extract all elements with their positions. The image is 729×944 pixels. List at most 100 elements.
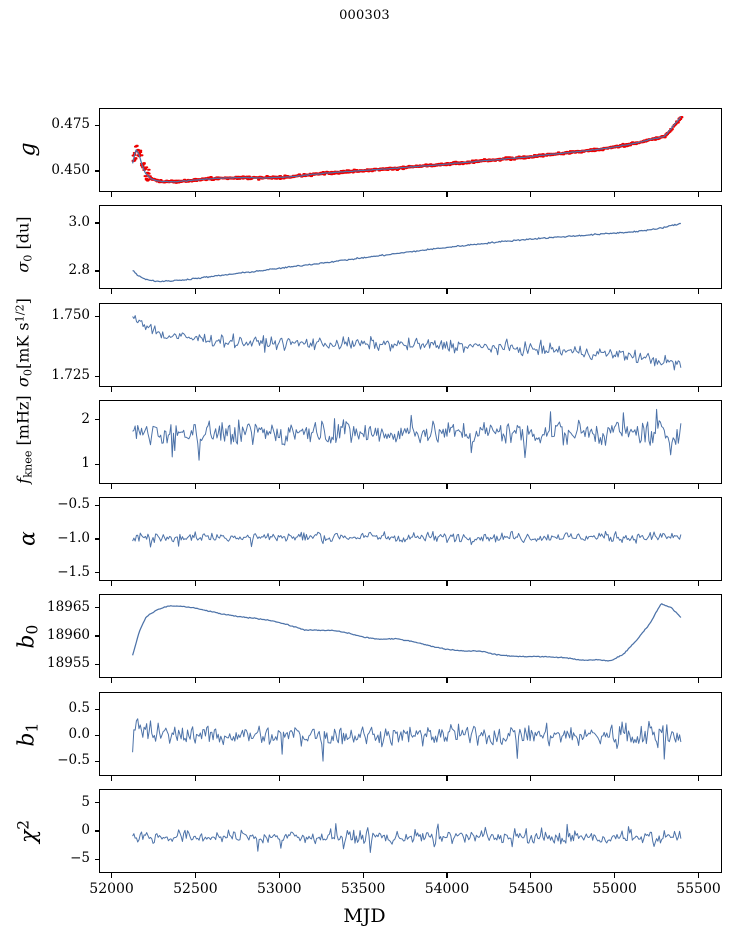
y-tick-label-b0-1: 18960 <box>47 627 90 643</box>
plot-area-gain <box>131 115 684 184</box>
x-tick-mark-panel2-5 <box>530 387 532 392</box>
y-tick-mark-alpha-0 <box>94 572 99 574</box>
y-tick-mark-gain-0 <box>94 170 99 172</box>
x-tick-mark-panel2-7 <box>697 387 700 392</box>
y-tick-label-chi2-0: −5 <box>70 850 90 867</box>
y-tick-label-b0-2: 18965 <box>47 598 90 615</box>
x-tick-mark-panel1-6 <box>614 289 616 294</box>
x-tick-mark-panel5-6 <box>614 678 616 683</box>
x-tick-mark-panel4-3 <box>362 581 364 586</box>
series-line-alpha <box>132 530 682 548</box>
x-tick-mark-panel1-2 <box>278 289 280 294</box>
y-tick-mark-b1-1 <box>94 734 99 736</box>
plot-panel-sigma0-du <box>99 205 722 289</box>
gain-scatter-points <box>131 115 684 184</box>
plot-panel-alpha <box>99 497 722 581</box>
y-tick-label-sigma0-mk-1: 1.750 <box>51 307 90 324</box>
y-tick-mark-b0-0 <box>94 663 99 665</box>
y-tick-mark-sigma0-du-0 <box>94 270 99 272</box>
series-line-sigma0-du <box>132 222 681 283</box>
series-line-sigma0-mk <box>132 315 682 371</box>
x-tick-mark-panel0-6 <box>614 192 616 197</box>
x-tick-label-1: 52500 <box>173 881 218 897</box>
plot-area-alpha <box>132 530 682 548</box>
x-tick-mark-panel3-0 <box>110 484 113 489</box>
x-tick-mark-panel6-2 <box>278 776 280 781</box>
y-tick-label-b0-0: 18955 <box>47 655 90 672</box>
y-tick-label-fknee-0: 1 <box>81 455 90 472</box>
y-tick-mark-chi2-1 <box>94 830 99 832</box>
y-tick-label-b1-0: −0.5 <box>57 752 90 769</box>
x-tick-mark-panel3-1 <box>194 484 196 489</box>
series-line-fknee <box>132 408 682 461</box>
x-tick-mark-panel4-0 <box>110 581 113 586</box>
y-axis-label-b0: b0 <box>14 624 42 649</box>
x-tick-mark-panel6-0 <box>110 776 113 781</box>
y-tick-label-sigma0-du-0: 2.8 <box>68 262 90 278</box>
y-tick-label-b1-1: 0.0 <box>68 726 90 743</box>
y-axis-label-alpha: α <box>15 531 41 546</box>
y-tick-mark-gain-1 <box>94 124 99 126</box>
y-tick-label-fknee-1: 2 <box>81 410 90 427</box>
y-tick-mark-alpha-1 <box>94 538 99 540</box>
x-tick-mark-panel6-3 <box>362 776 364 781</box>
plot-area-chi2 <box>132 823 682 853</box>
x-tick-mark-panel7-3 <box>362 873 364 878</box>
x-tick-mark-panel3-7 <box>697 484 700 489</box>
y-tick-label-chi2-1: 0 <box>81 822 90 838</box>
x-tick-mark-panel4-4 <box>446 581 448 586</box>
x-tick-mark-panel7-1 <box>194 873 196 878</box>
x-tick-mark-panel6-7 <box>697 776 700 781</box>
x-axis-label: MJD <box>343 905 386 927</box>
x-tick-mark-panel0-1 <box>194 192 196 197</box>
x-tick-mark-panel2-2 <box>278 387 280 392</box>
y-tick-label-alpha-2: −0.5 <box>57 496 90 513</box>
x-tick-mark-panel6-4 <box>446 776 448 781</box>
y-tick-label-chi2-2: 5 <box>81 793 90 810</box>
plot-panel-b0 <box>99 594 722 678</box>
x-tick-mark-panel7-2 <box>278 873 280 878</box>
x-tick-mark-panel7-0 <box>110 873 113 878</box>
x-tick-mark-panel2-6 <box>614 387 616 392</box>
plot-panel-fknee <box>99 400 722 484</box>
plot-panel-sigma0-mk <box>99 303 722 387</box>
x-tick-mark-panel5-4 <box>446 678 448 683</box>
x-tick-mark-panel3-6 <box>614 484 616 489</box>
x-tick-mark-panel2-1 <box>194 387 196 392</box>
x-tick-mark-panel1-0 <box>110 289 113 294</box>
x-tick-mark-panel5-5 <box>530 678 532 683</box>
y-tick-mark-sigma0-mk-1 <box>94 315 99 317</box>
plot-area-sigma0-du <box>132 222 681 283</box>
x-tick-mark-panel3-2 <box>278 484 280 489</box>
x-tick-mark-panel7-4 <box>446 873 448 878</box>
x-tick-mark-panel0-2 <box>278 192 280 197</box>
y-tick-mark-sigma0-du-1 <box>94 222 99 224</box>
x-tick-mark-panel0-0 <box>110 192 113 197</box>
y-tick-label-alpha-1: −1.0 <box>57 530 90 546</box>
x-tick-mark-panel4-5 <box>530 581 532 586</box>
y-axis-label-chi2: χ2 <box>14 819 42 844</box>
x-tick-mark-panel1-7 <box>697 289 700 294</box>
x-tick-mark-panel7-7 <box>697 873 700 878</box>
series-line-b1 <box>132 718 682 762</box>
x-tick-mark-panel2-4 <box>446 387 448 392</box>
x-tick-mark-panel4-2 <box>278 581 280 586</box>
y-tick-mark-b0-1 <box>94 635 99 637</box>
y-tick-label-alpha-0: −1.5 <box>57 563 90 580</box>
y-tick-mark-alpha-2 <box>94 504 99 506</box>
series-line-gain <box>131 116 682 183</box>
y-tick-mark-b0-2 <box>94 607 99 609</box>
y-tick-mark-fknee-0 <box>94 463 99 465</box>
x-tick-mark-panel1-1 <box>194 289 196 294</box>
x-tick-mark-panel6-1 <box>194 776 196 781</box>
x-tick-label-3: 53500 <box>340 881 386 897</box>
plot-panel-chi2 <box>99 789 722 873</box>
plot-area-b0 <box>131 603 682 662</box>
y-tick-mark-chi2-2 <box>94 802 99 804</box>
x-tick-mark-panel5-3 <box>362 678 364 683</box>
y-tick-label-sigma0-du-1: 3.0 <box>68 214 90 230</box>
x-tick-mark-panel2-0 <box>110 387 113 392</box>
series-line-chi2 <box>132 823 682 853</box>
x-tick-mark-panel0-4 <box>446 192 448 197</box>
